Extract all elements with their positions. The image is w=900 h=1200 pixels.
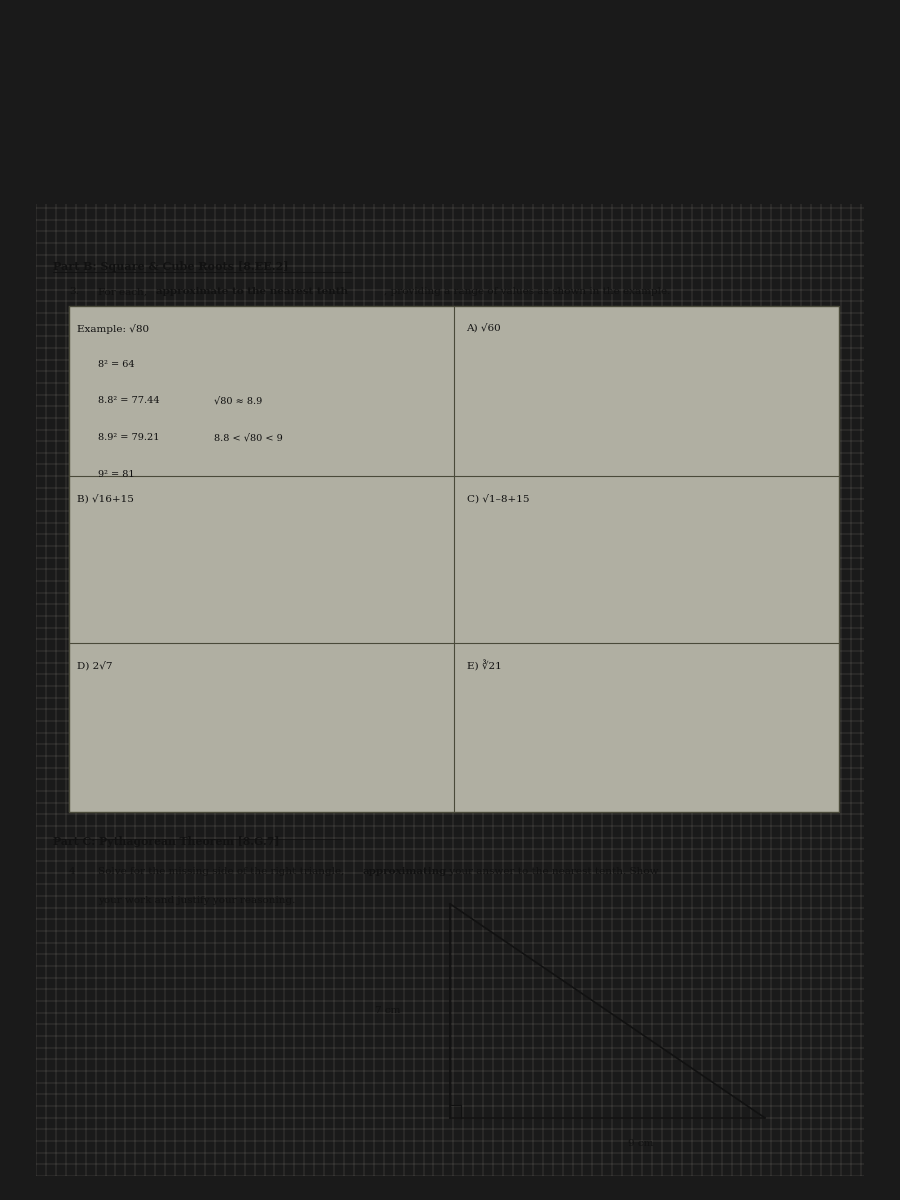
Text: Part B: Square & Cube Roots [8.EE.2]: Part B: Square & Cube Roots [8.EE.2]: [52, 262, 288, 272]
Text: Solve for the missing side of the right triangle,: Solve for the missing side of the right …: [98, 866, 347, 876]
Text: A) √60: A) √60: [466, 324, 501, 334]
Text: 8.9² = 79.21: 8.9² = 79.21: [98, 433, 159, 443]
Bar: [69, 306, 839, 811]
Text: your answer to the nearest tenth. Show: your answer to the nearest tenth. Show: [446, 866, 659, 876]
Text: 9 cm: 9 cm: [628, 1139, 653, 1148]
Text: E) ∛21: E) ∛21: [466, 661, 501, 672]
Text: your work and justify your reasoning.: your work and justify your reasoning.: [98, 896, 295, 905]
Text: 7 cm: 7 cm: [375, 1007, 401, 1015]
Text: B) √16+15: B) √16+15: [77, 493, 134, 503]
Text: For each,: For each,: [98, 287, 150, 296]
Text: 4: 4: [69, 866, 76, 876]
Text: D) 2√7: D) 2√7: [77, 661, 112, 671]
Text: Example: √80: Example: √80: [77, 324, 149, 334]
Text: 8² = 64: 8² = 64: [98, 360, 135, 368]
Text: approximating: approximating: [363, 866, 447, 876]
Text: approximate to the nearest tenth: approximate to the nearest tenth: [156, 287, 348, 296]
Text: 3.: 3.: [69, 287, 79, 296]
Text: C) √1–8+15: C) √1–8+15: [466, 493, 529, 503]
Text: 9² = 81: 9² = 81: [98, 470, 135, 479]
Text: 8.8 < √80 < 9: 8.8 < √80 < 9: [214, 433, 283, 443]
Text: , providing a range of values as shown in the example.: , providing a range of values as shown i…: [383, 287, 670, 296]
Text: Part C: Pythagorean Theorem [8.G.7]: Part C: Pythagorean Theorem [8.G.7]: [52, 835, 279, 847]
Text: 8.8² = 77.44: 8.8² = 77.44: [98, 396, 159, 406]
Text: √80 ≈ 8.9: √80 ≈ 8.9: [214, 396, 262, 406]
